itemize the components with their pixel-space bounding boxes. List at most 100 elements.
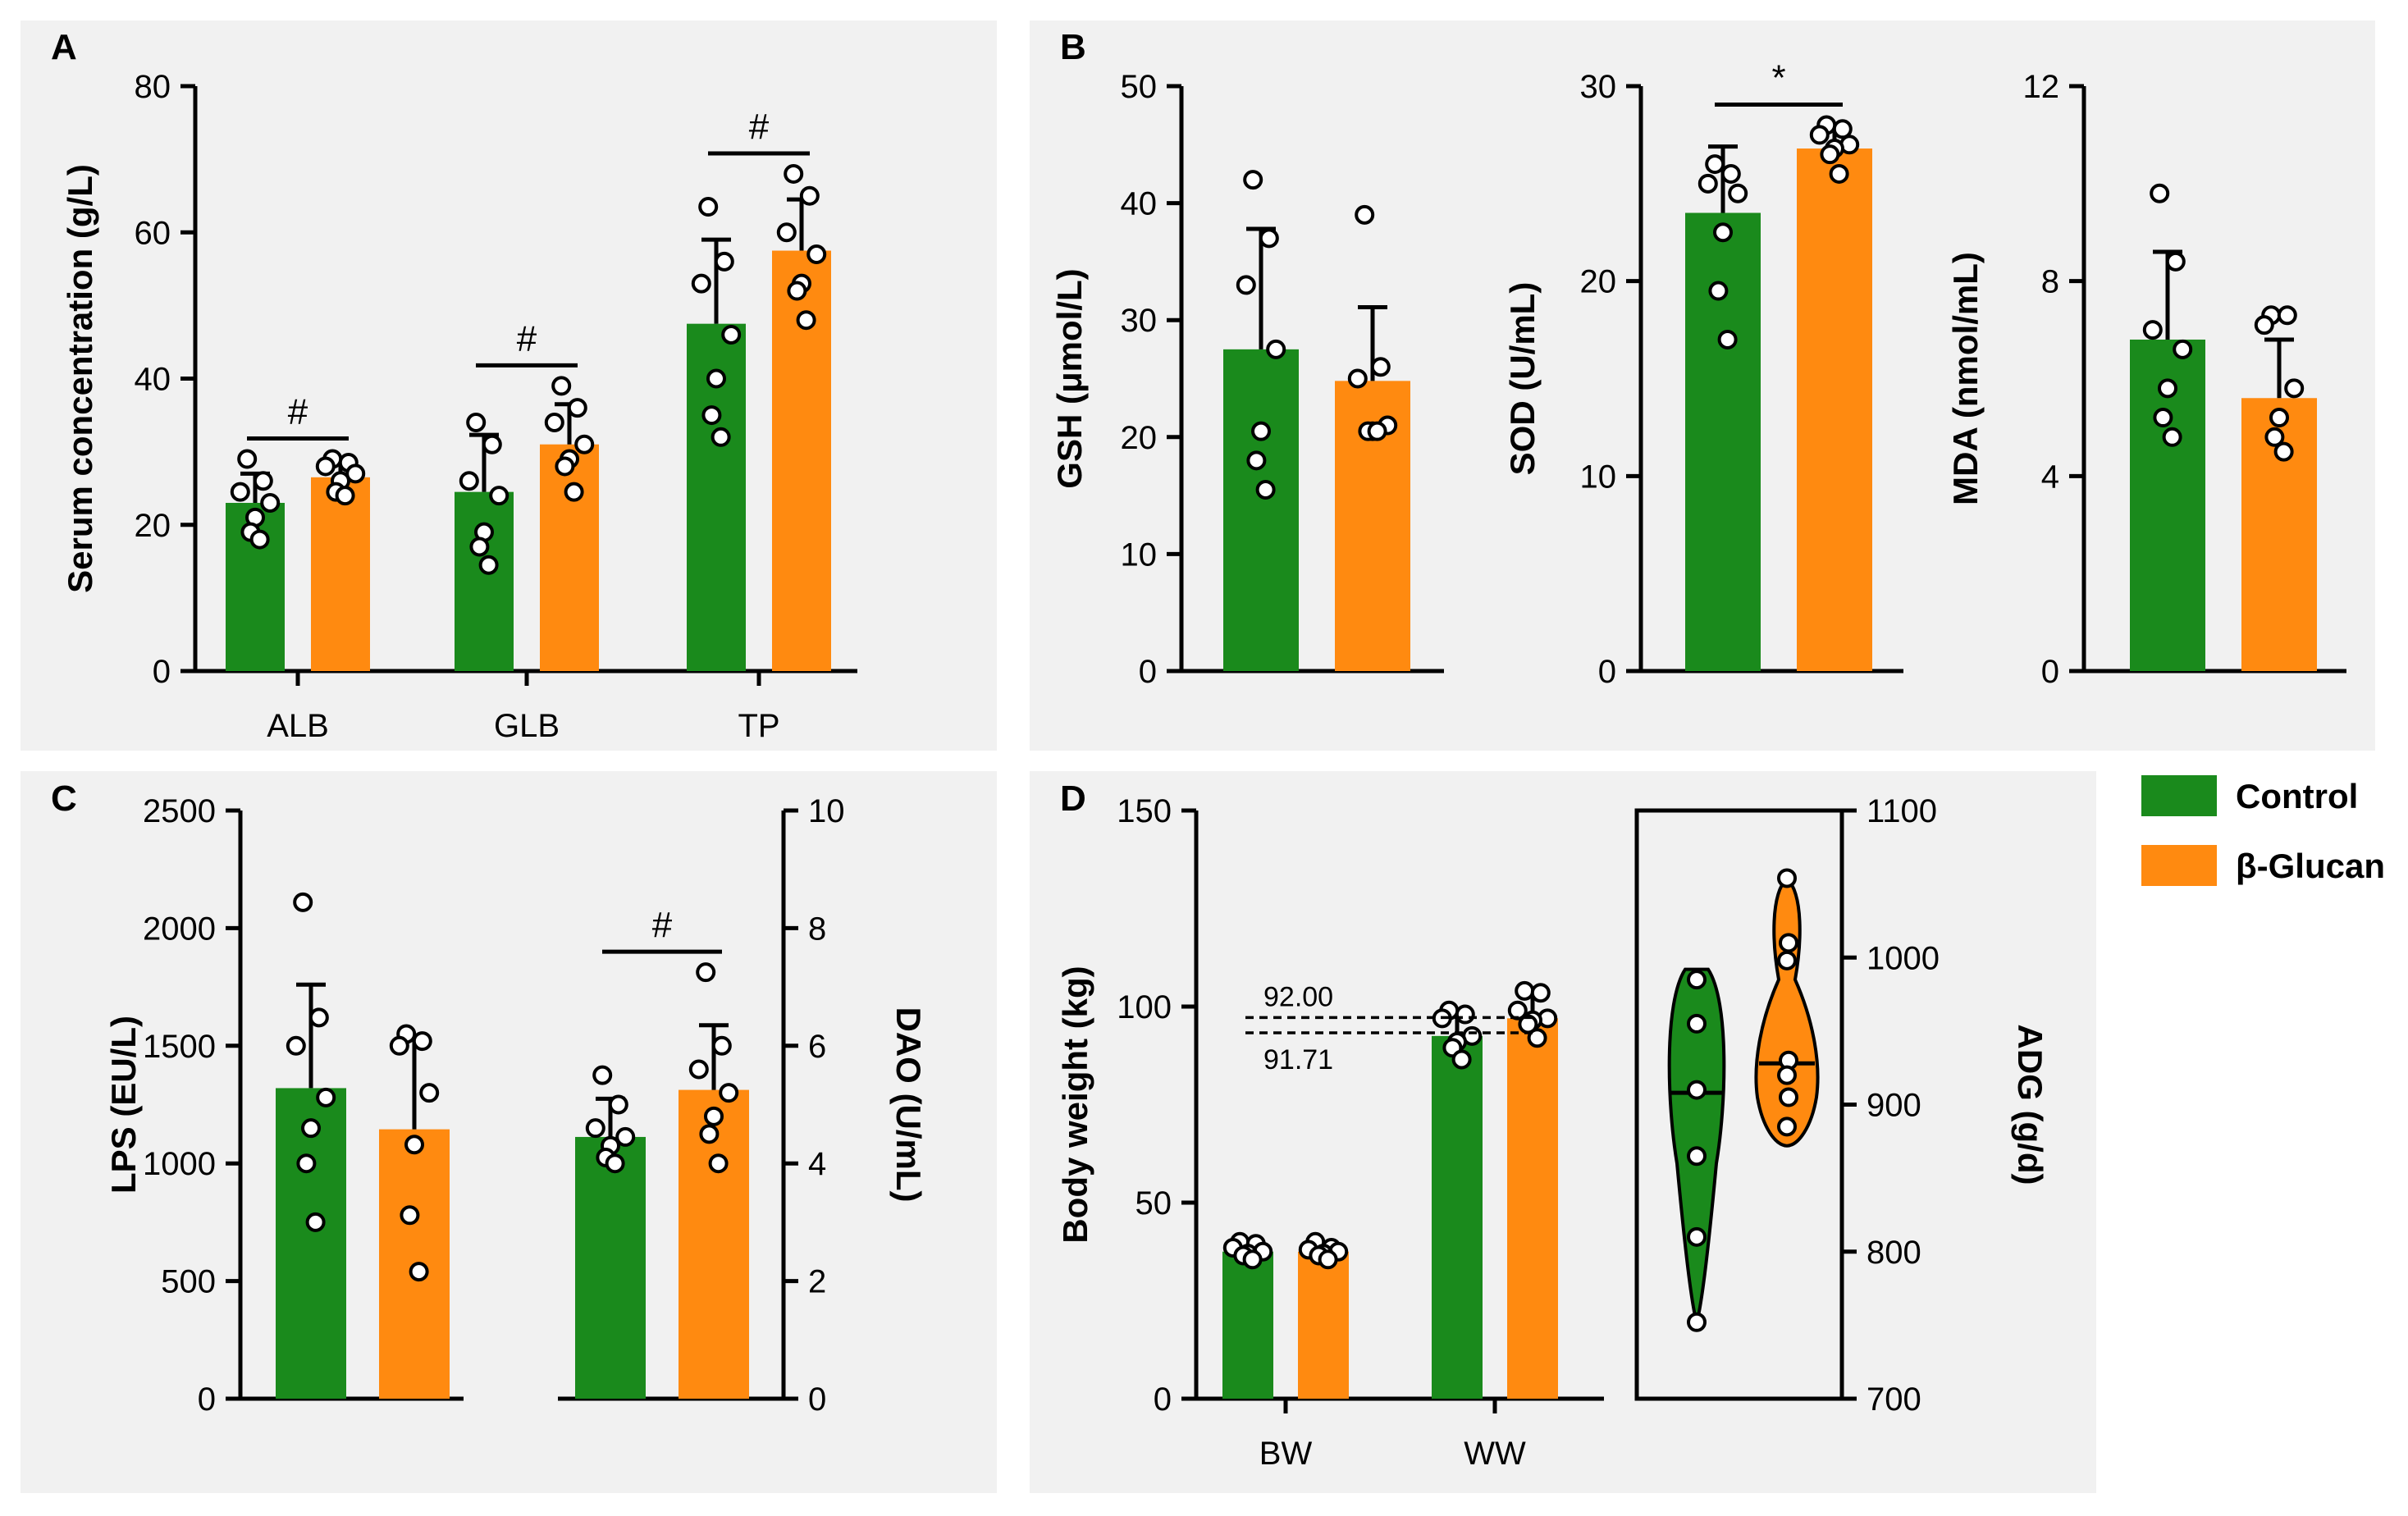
data-point-A	[706, 368, 726, 389]
violin-point-D2	[1777, 1065, 1797, 1085]
data-point-C2	[696, 962, 716, 983]
data-point-A	[544, 412, 564, 432]
data-point-B1	[1246, 450, 1267, 471]
data-point-C2	[605, 1153, 625, 1174]
y-tick-label-C2: 2	[808, 1264, 826, 1300]
data-point-A	[345, 463, 366, 484]
annotation-text-D1: 91.71	[1263, 1044, 1333, 1075]
y-tick-label-A: 40	[135, 362, 171, 398]
y-tick-label-C2: 0	[808, 1381, 826, 1418]
data-point-B3	[2273, 441, 2294, 462]
data-point-C1	[404, 1135, 424, 1155]
data-point-B3	[2269, 408, 2289, 428]
data-point-C2	[615, 1126, 636, 1147]
bar-C2-control	[575, 1136, 646, 1399]
y-tick-label-B1: 20	[1121, 420, 1158, 456]
data-point-B2	[1717, 329, 1738, 349]
data-point-B1	[1255, 479, 1276, 500]
data-point-C2	[592, 1065, 613, 1085]
data-point-D1	[1242, 1249, 1263, 1270]
bar-D1-control	[1432, 1035, 1483, 1399]
data-point-A	[335, 486, 355, 506]
y-tick-label-A: 80	[135, 69, 171, 105]
data-point-D1	[1527, 1028, 1547, 1048]
bar-D1-glucan	[1507, 1018, 1558, 1399]
data-point-B2	[1809, 125, 1830, 145]
violin-point-D2	[1687, 1312, 1707, 1332]
data-point-B1	[1259, 228, 1279, 249]
data-point-B3	[2150, 183, 2170, 203]
chart-d-adg: 700 800 900 1000 1100 ADG (g/d)	[1634, 793, 2049, 1418]
legend-swatch-glucan	[2141, 845, 2217, 886]
data-point-A	[466, 412, 487, 432]
data-point-C1	[412, 1031, 432, 1052]
data-point-B1	[1367, 421, 1387, 441]
legend-swatch-control	[2141, 775, 2217, 816]
data-point-C1	[316, 1087, 336, 1107]
data-point-C1	[389, 1035, 409, 1056]
data-point-A	[698, 197, 719, 217]
violin-point-D2	[1687, 1146, 1707, 1167]
data-point-B2	[1728, 183, 1748, 203]
bar-C1-control	[276, 1088, 346, 1399]
y-tick-label-B2: 0	[1598, 654, 1616, 690]
y-tick-label-D1: 50	[1135, 1185, 1172, 1221]
y-tick-label-B3: 8	[2041, 264, 2059, 300]
data-point-A	[796, 310, 816, 331]
bar-A-control	[455, 491, 514, 671]
data-point-B1	[1251, 421, 1271, 441]
y-tick-label-B2: 30	[1580, 69, 1617, 105]
y-axis-label-C1: LPS (EU/L)	[104, 1016, 143, 1194]
y-tick-label-D1: 150	[1117, 793, 1172, 829]
data-point-C2	[708, 1153, 729, 1174]
data-point-B3	[2173, 339, 2193, 359]
data-point-A	[489, 486, 509, 506]
data-point-B3	[2264, 427, 2285, 447]
data-point-A	[237, 449, 258, 469]
y-tick-label-A: 0	[153, 654, 171, 690]
y-tick-label-B1: 30	[1121, 303, 1158, 339]
data-point-D1	[1530, 983, 1551, 1003]
violin-point-D2	[1777, 950, 1797, 970]
data-point-B2	[1697, 173, 1718, 194]
y-tick-label-B3: 0	[2041, 654, 2059, 690]
data-point-B3	[2165, 251, 2186, 272]
significance-mark-C2: #	[652, 905, 673, 945]
data-point-C1	[305, 1212, 326, 1232]
y-tick-label-D2: 800	[1867, 1235, 1921, 1271]
annotation-text-D1: 92.00	[1263, 981, 1333, 1012]
panel-letter-c: C	[51, 779, 77, 819]
data-point-A	[551, 376, 572, 396]
violin-point-D2	[1779, 1087, 1798, 1107]
data-point-A	[784, 163, 804, 184]
data-point-D1	[1451, 1049, 1472, 1070]
y-tick-label-B3: 4	[2041, 459, 2059, 495]
y-axis-label-B1: GSH (μmol/L)	[1050, 268, 1089, 488]
bar-D1-control	[1222, 1251, 1273, 1399]
y-axis-label-B3: MDA (nmol/mL)	[1946, 252, 1985, 505]
chart-d-body-weight: 0 50 100 150 Body weight (kg) BW WW 92.00 91.71	[1056, 793, 1604, 1472]
y-tick-label-C1: 1000	[143, 1146, 216, 1182]
data-point-B1	[1355, 204, 1375, 225]
y-tick-label-D2: 1100	[1867, 793, 1937, 829]
data-point-A	[776, 222, 797, 243]
data-point-A	[711, 427, 731, 447]
data-point-B2	[1829, 163, 1849, 184]
data-point-B2	[1708, 281, 1729, 301]
data-point-C2	[608, 1094, 628, 1115]
data-point-A	[691, 273, 711, 294]
significance-mark-B2: *	[1771, 58, 1785, 98]
data-point-A	[315, 456, 336, 477]
panel-letter-b: B	[1060, 27, 1086, 67]
data-point-A	[469, 537, 490, 557]
violin-point-D2	[1777, 868, 1797, 888]
bar-D1-glucan	[1298, 1251, 1349, 1399]
data-point-A	[249, 529, 270, 550]
x-tick-label-D1: BW	[1259, 1436, 1313, 1472]
data-point-C2	[699, 1124, 720, 1144]
data-point-C2	[719, 1083, 739, 1103]
y-tick-label-B3: 12	[2023, 69, 2060, 105]
data-point-A	[714, 251, 734, 272]
y-tick-label-C1: 2500	[143, 793, 216, 829]
